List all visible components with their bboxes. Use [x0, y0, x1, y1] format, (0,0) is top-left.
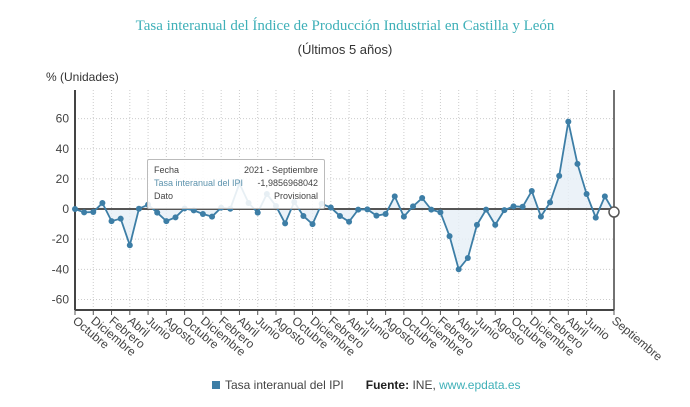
legend-swatch — [212, 381, 220, 389]
data-point — [209, 213, 216, 220]
data-point — [346, 218, 353, 225]
data-point — [510, 203, 517, 210]
data-point — [154, 209, 161, 216]
data-point — [254, 209, 261, 216]
data-point — [300, 212, 307, 219]
data-point — [592, 214, 599, 221]
chart-title: Tasa interanual del Índice de Producción… — [135, 18, 555, 34]
y-tick-label: 0 — [62, 202, 69, 216]
legend-series-label[interactable]: Tasa interanual del IPI — [225, 378, 344, 392]
x-tick-label: Septiembre — [609, 314, 665, 364]
data-point — [126, 242, 133, 249]
data-point — [483, 206, 490, 213]
tooltip-dato-value: Provisional — [273, 191, 318, 201]
data-point — [90, 209, 97, 216]
data-point — [455, 266, 462, 273]
data-point — [583, 190, 590, 197]
data-point — [473, 221, 480, 228]
data-point — [519, 203, 526, 210]
data-point — [327, 204, 334, 211]
data-point — [419, 195, 426, 202]
data-point — [446, 233, 453, 240]
data-point — [163, 218, 170, 225]
y-axis-label: % (Unidades) — [46, 70, 119, 84]
data-point — [309, 221, 316, 228]
data-point — [199, 211, 206, 218]
y-tick-label: 40 — [56, 142, 70, 156]
data-point — [565, 118, 572, 125]
data-point — [336, 212, 343, 219]
tooltip-fecha-label: Fecha — [154, 165, 180, 175]
data-point — [537, 213, 544, 220]
data-point — [373, 212, 380, 219]
data-point — [437, 209, 444, 216]
y-tick-label: 60 — [56, 112, 70, 126]
data-point — [464, 255, 471, 262]
data-point — [355, 206, 362, 213]
data-point — [501, 207, 508, 214]
data-point — [117, 215, 124, 222]
data-point — [547, 199, 554, 206]
y-tick-label: -20 — [52, 232, 70, 246]
data-point — [528, 187, 535, 194]
tooltip-series-value: -1,9856968042 — [257, 178, 318, 188]
source-text: INE, — [412, 378, 436, 392]
y-tick-label: -40 — [52, 262, 70, 276]
data-point — [135, 205, 142, 212]
source-link[interactable]: www.epdata.es — [439, 378, 521, 392]
data-point — [81, 209, 88, 216]
data-point — [382, 211, 389, 218]
legend: Tasa interanual del IPI Fuente: INE, www… — [212, 378, 521, 392]
tooltip-dato-label: Dato — [154, 191, 174, 201]
data-point — [601, 193, 608, 200]
data-point — [410, 203, 417, 210]
data-point — [400, 213, 407, 220]
data-point — [556, 172, 563, 179]
source-label: Fuente: — [365, 378, 410, 392]
chart-subtitle: (Últimos 5 años) — [297, 42, 393, 57]
data-point — [282, 220, 289, 227]
data-point — [428, 206, 435, 213]
y-tick-label: -60 — [52, 292, 70, 306]
data-point — [72, 206, 78, 213]
data-point — [108, 218, 115, 225]
source-credit: Fuente: INE, www.epdata.es — [366, 378, 521, 392]
data-point — [172, 214, 179, 221]
highlighted-data-point — [608, 206, 620, 218]
data-point — [391, 193, 398, 200]
tooltip: Fecha 2021 - Septiembre Tasa interanual d… — [147, 159, 325, 209]
data-point — [492, 221, 499, 228]
data-point — [574, 160, 581, 167]
tooltip-series-label: Tasa interanual del IPI — [154, 178, 244, 188]
data-point — [364, 206, 371, 213]
y-tick-label: 20 — [56, 172, 70, 186]
tooltip-fecha-value: 2021 - Septiembre — [243, 165, 318, 175]
data-point — [99, 200, 106, 207]
